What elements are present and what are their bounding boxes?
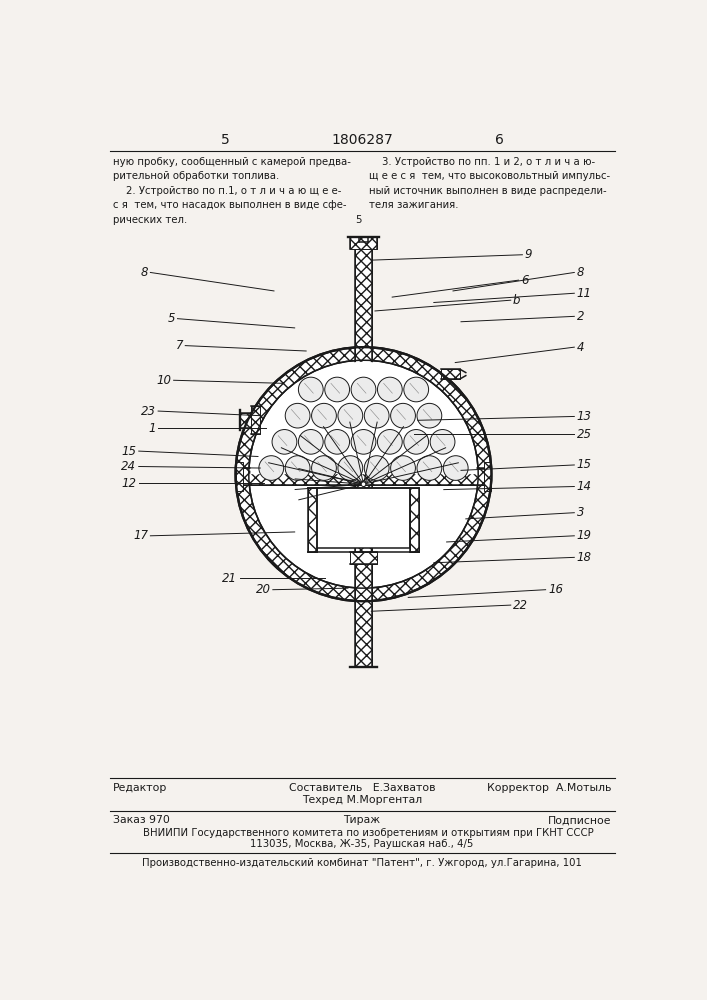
Text: 13: 13: [577, 410, 592, 423]
Text: Заказ 970: Заказ 970: [113, 815, 170, 825]
Circle shape: [391, 456, 416, 480]
Text: 23: 23: [141, 405, 156, 418]
Circle shape: [325, 430, 349, 454]
Circle shape: [430, 430, 455, 454]
Circle shape: [272, 430, 297, 454]
Text: 15: 15: [577, 458, 592, 471]
Circle shape: [351, 430, 376, 454]
Text: 10: 10: [156, 374, 171, 387]
Circle shape: [338, 403, 363, 428]
Text: 15: 15: [122, 445, 136, 458]
Circle shape: [364, 456, 389, 480]
Text: ную пробку, сообщенный с камерой предва-
рительной обработки топлива.
    2. Уст: ную пробку, сообщенный с камерой предва-…: [113, 157, 351, 225]
Text: 5: 5: [221, 133, 230, 147]
Bar: [235, 462, 243, 491]
Circle shape: [404, 430, 428, 454]
Text: 6: 6: [495, 133, 503, 147]
Text: 21: 21: [222, 572, 237, 585]
Text: Редактор: Редактор: [113, 783, 168, 793]
Ellipse shape: [235, 347, 491, 601]
Circle shape: [443, 456, 468, 480]
Text: Составитель   Е.Захватов: Составитель Е.Захватов: [288, 783, 436, 793]
Text: 1: 1: [148, 422, 156, 434]
Text: Подписное: Подписное: [548, 815, 612, 825]
Circle shape: [298, 430, 323, 454]
Text: 7: 7: [175, 339, 183, 352]
Text: 20: 20: [255, 583, 271, 596]
Bar: [240, 413, 252, 428]
Circle shape: [259, 456, 284, 480]
Text: 3: 3: [577, 506, 584, 519]
Text: 19: 19: [577, 529, 592, 542]
Circle shape: [312, 456, 337, 480]
Text: 18: 18: [577, 551, 592, 564]
Text: Корректор  А.Мотыль: Корректор А.Мотыль: [487, 783, 612, 793]
Bar: [355, 249, 372, 468]
Circle shape: [285, 403, 310, 428]
Circle shape: [338, 456, 363, 480]
Circle shape: [378, 430, 402, 454]
Text: 1806287: 1806287: [331, 133, 393, 147]
Ellipse shape: [249, 360, 478, 588]
Text: 16: 16: [548, 583, 563, 596]
Text: Тираж: Тираж: [344, 815, 380, 825]
Bar: [349, 552, 378, 564]
Text: b: b: [513, 294, 520, 307]
Text: 17: 17: [133, 529, 148, 542]
Text: 9: 9: [525, 248, 532, 261]
Text: 4: 4: [577, 341, 584, 354]
Text: 5: 5: [168, 312, 175, 325]
Circle shape: [391, 403, 416, 428]
Text: 3. Устройство по пп. 1 и 2, о т л и ч а ю-
щ е е с я  тем, что высоковольтный им: 3. Устройство по пп. 1 и 2, о т л и ч а …: [369, 157, 610, 210]
Bar: [355, 485, 372, 667]
Bar: [308, 488, 317, 552]
Bar: [441, 369, 460, 379]
Text: 8: 8: [577, 266, 584, 279]
Text: 24: 24: [122, 460, 136, 473]
Circle shape: [298, 377, 323, 402]
Text: 5: 5: [355, 215, 361, 225]
Text: 8: 8: [141, 266, 148, 279]
Circle shape: [351, 377, 376, 402]
Circle shape: [361, 482, 366, 487]
Circle shape: [378, 377, 402, 402]
Text: Техред М.Моргентал: Техред М.Моргентал: [302, 795, 422, 805]
Bar: [349, 237, 378, 249]
Text: 14: 14: [577, 480, 592, 493]
Circle shape: [417, 456, 442, 480]
Circle shape: [312, 403, 337, 428]
Circle shape: [285, 456, 310, 480]
Bar: [235, 468, 491, 485]
Bar: [484, 462, 491, 491]
Text: 25: 25: [577, 428, 592, 441]
Text: 6: 6: [521, 274, 528, 287]
Circle shape: [325, 377, 349, 402]
Text: 12: 12: [122, 477, 136, 490]
Bar: [251, 406, 260, 434]
Wedge shape: [250, 362, 477, 474]
Circle shape: [364, 403, 389, 428]
Text: 22: 22: [513, 599, 528, 612]
Text: 11: 11: [577, 287, 592, 300]
Text: Производственно-издательский комбинат "Патент", г. Ужгород, ул.Гагарина, 101: Производственно-издательский комбинат "П…: [142, 858, 582, 868]
Text: 2: 2: [577, 310, 584, 323]
Circle shape: [417, 403, 442, 428]
Bar: [410, 488, 419, 552]
Text: ВНИИПИ Государственного комитета по изобретениям и открытиям при ГКНТ СССР: ВНИИПИ Государственного комитета по изоб…: [130, 828, 594, 838]
Bar: [317, 488, 410, 548]
Circle shape: [404, 377, 428, 402]
Text: 113035, Москва, Ж-35, Раушская наб., 4/5: 113035, Москва, Ж-35, Раушская наб., 4/5: [250, 839, 474, 849]
